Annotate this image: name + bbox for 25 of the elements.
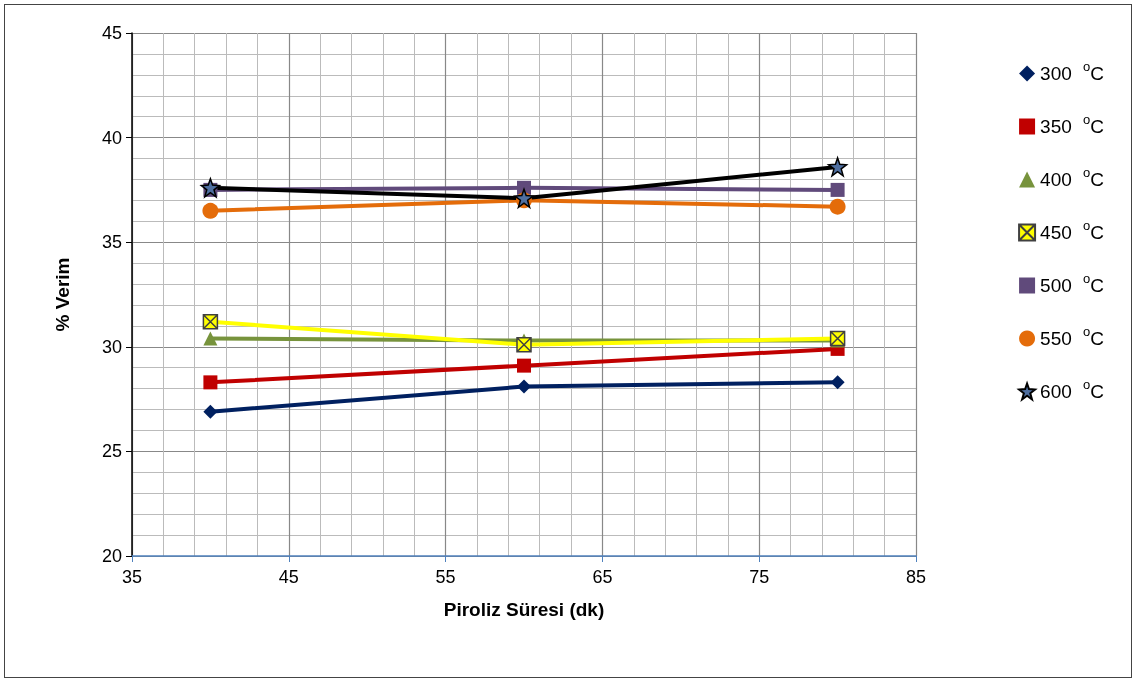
y-tick-label: 20 bbox=[101, 546, 122, 566]
point bbox=[829, 198, 846, 215]
y-tick-label: 30 bbox=[101, 336, 122, 357]
x-tick-label: 35 bbox=[121, 567, 143, 587]
x-tick-label: 45 bbox=[278, 567, 299, 587]
y-tick-label: 45 bbox=[101, 23, 122, 43]
x-tick-label: 55 bbox=[435, 567, 456, 587]
x-tick-label: 75 bbox=[749, 567, 770, 587]
y-axis-title: % Verim bbox=[52, 257, 73, 332]
point bbox=[517, 379, 531, 394]
y-tick-label: 35 bbox=[101, 232, 122, 253]
x-axis-title: Piroliz Süresi (dk) bbox=[443, 599, 605, 620]
point bbox=[827, 157, 848, 177]
point bbox=[203, 404, 218, 419]
point bbox=[516, 336, 532, 353]
y-tick-label: 40 bbox=[101, 127, 122, 148]
point bbox=[203, 375, 218, 390]
point bbox=[830, 375, 845, 390]
x-tick-label: 65 bbox=[592, 567, 613, 587]
y-tick-label: 25 bbox=[101, 441, 122, 462]
x-tick-label: 85 bbox=[905, 567, 927, 587]
point bbox=[830, 182, 845, 197]
point bbox=[202, 202, 219, 219]
point bbox=[203, 331, 218, 346]
point bbox=[517, 358, 531, 373]
